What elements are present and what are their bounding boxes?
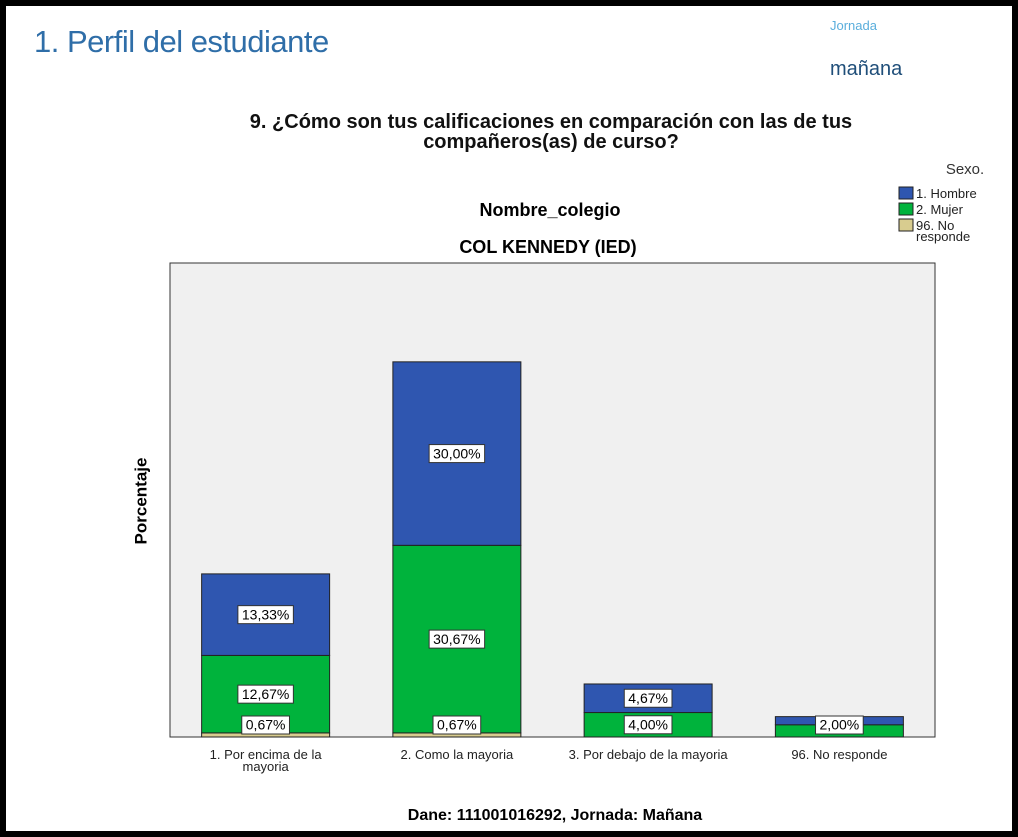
x-tick-label: 2. Como la mayoria <box>400 747 514 762</box>
x-tick-label: 1. Por encima de la mayoria <box>209 747 322 774</box>
legend-label: 1. Hombre <box>916 186 977 201</box>
y-axis-label: Porcentaje <box>131 458 150 545</box>
panel-value: COL KENNEDY (IED) <box>459 237 636 257</box>
chart-title: 9. ¿Cómo son tus calificaciones en compa… <box>249 111 853 153</box>
panel-label: Nombre_colegio <box>479 200 620 220</box>
legend-swatch <box>898 218 914 232</box>
value-label-box <box>428 629 486 649</box>
value-label: 0,67% <box>437 717 477 733</box>
value-label: 12,67% <box>242 686 289 702</box>
legend-label: 2. Mujer <box>916 202 963 217</box>
value-label-box <box>623 715 673 735</box>
value-label: 30,00% <box>433 445 480 461</box>
value-label-box <box>815 715 864 735</box>
legend-label: 96. No responde <box>916 218 971 244</box>
value-label-box <box>428 444 486 464</box>
value-label-box <box>237 684 294 704</box>
legend-swatch <box>898 202 914 216</box>
value-label: 13,33% <box>242 606 289 622</box>
legend-title: Sexo. <box>946 161 984 178</box>
legend-swatch <box>898 186 914 200</box>
chart: Nombre_colegio COL KENNEDY (IED) Sexo. P… <box>131 161 984 824</box>
value-label: 2,00% <box>820 717 860 733</box>
value-label-box <box>623 688 673 708</box>
value-label: 30,67% <box>433 631 480 647</box>
value-label: 4,00% <box>628 716 668 732</box>
jornada-label: Jornada <box>830 18 877 33</box>
x-tick-label: 3. Por debajo de la mayoria <box>568 747 728 762</box>
value-label-box <box>241 715 290 735</box>
value-label-box <box>237 605 294 625</box>
slide-title: 1. Perfil del estudiante <box>34 24 329 59</box>
value-label-box <box>432 715 482 735</box>
x-tick-label: 96. No responde <box>791 747 888 762</box>
value-label: 0,67% <box>246 717 286 733</box>
footer: Dane: 111001016292, Jornada: Mañana <box>408 807 702 824</box>
value-label: 4,67% <box>628 690 668 706</box>
jornada-value: mañana <box>830 58 903 80</box>
